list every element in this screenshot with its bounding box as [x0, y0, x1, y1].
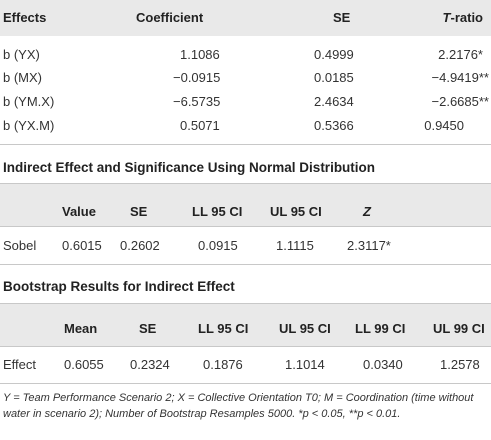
- t1-row4-t: 0.9450: [424, 118, 464, 133]
- header-se: SE: [333, 10, 351, 25]
- t3-header-ul99: UL 99 CI: [433, 321, 485, 336]
- t1-row2-effect: b (MX): [3, 70, 42, 85]
- t1-row1-se: 0.4999: [314, 47, 354, 62]
- t2-header-value: Value: [62, 204, 96, 219]
- t2-row-label: Sobel: [3, 238, 37, 253]
- t1-row4-se: 0.5366: [314, 118, 354, 133]
- t2-ul95: 1.1115: [276, 238, 314, 253]
- section-title-sobel: Indirect Effect and Significance Using N…: [3, 160, 376, 175]
- divider: [0, 303, 491, 304]
- t2-z: 2.3117*: [347, 238, 391, 253]
- table1-header-band: [0, 0, 491, 36]
- t1-row4-coef: 0.5071: [180, 118, 220, 133]
- t1-row2-t: −4.9419**: [431, 70, 489, 85]
- t3-header-ul95: UL 95 CI: [279, 321, 331, 336]
- t3-header-mean: Mean: [64, 321, 98, 336]
- divider: [0, 264, 491, 265]
- footnote: Y = Team Performance Scenario 2; X = Col…: [3, 392, 474, 420]
- t2-header-z: Z: [363, 204, 371, 219]
- header-t-suffix: -ratio: [450, 10, 484, 25]
- t3-header-ll95: LL 95 CI: [198, 321, 249, 336]
- divider: [0, 183, 491, 184]
- table3-header-band: [0, 304, 491, 346]
- divider: [0, 346, 491, 347]
- t2-se: 0.2602: [120, 238, 160, 253]
- divider: [0, 383, 491, 384]
- t1-row3-se: 2.4634: [314, 94, 354, 109]
- t3-header-se: SE: [139, 321, 157, 336]
- t2-value: 0.6015: [62, 238, 102, 253]
- t3-ul95: 1.1014: [285, 357, 325, 372]
- header-t-ratio: T-ratio: [395, 10, 483, 26]
- t3-ll99: 0.0340: [363, 357, 403, 372]
- t1-row3-t: −2.6685**: [431, 94, 489, 109]
- t1-row1-coef: 1.1086: [180, 47, 220, 62]
- t3-row-label: Effect: [3, 357, 37, 372]
- t2-header-ul95: UL 95 CI: [270, 204, 322, 219]
- t2-header-ll95: LL 95 CI: [192, 204, 243, 219]
- t3-se: 0.2324: [130, 357, 170, 372]
- t2-ll95: 0.0915: [198, 238, 238, 253]
- t3-mean: 0.6055: [64, 357, 104, 372]
- divider: [0, 226, 491, 227]
- t1-row1-effect: b (YX): [3, 47, 40, 62]
- header-coefficient: Coefficient: [136, 10, 204, 25]
- table2-header-band: [0, 184, 491, 226]
- header-effects: Effects: [3, 10, 47, 25]
- divider: [0, 144, 491, 145]
- header-t-letter: T: [442, 10, 451, 25]
- t2-header-se: SE: [130, 204, 148, 219]
- t3-ll95: 0.1876: [203, 357, 243, 372]
- t3-ul99: 1.2578: [440, 357, 480, 372]
- section-title-bootstrap: Bootstrap Results for Indirect Effect: [3, 279, 235, 294]
- t1-row1-t: 2.2176*: [438, 47, 483, 62]
- t1-row3-effect: b (YM.X): [3, 94, 55, 109]
- t1-row2-coef: −0.0915: [173, 70, 221, 85]
- t1-row4-effect: b (YX.M): [3, 118, 55, 133]
- t3-header-ll99: LL 99 CI: [355, 321, 406, 336]
- t1-row2-se: 0.0185: [314, 70, 354, 85]
- t1-row3-coef: −6.5735: [173, 94, 221, 109]
